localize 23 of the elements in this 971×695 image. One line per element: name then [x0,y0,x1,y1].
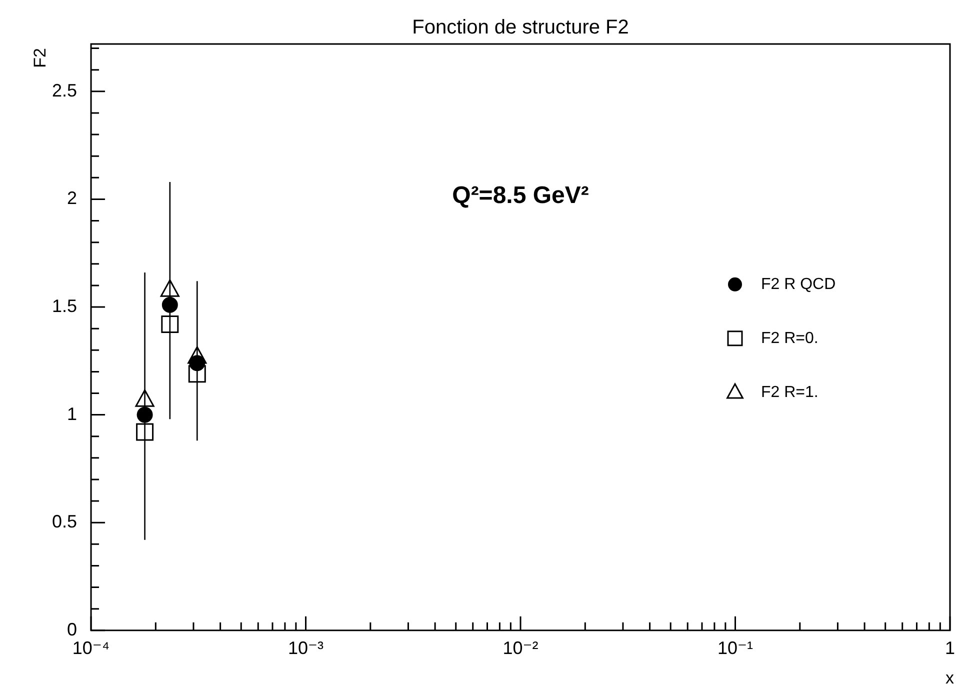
point [136,406,153,423]
y-tick-label: 1.5 [52,296,78,316]
y-axis-title: F2 [30,48,50,68]
x-tick-label: 1 [944,638,955,658]
x-tick-label: 10⁻⁴ [72,638,110,658]
x-tick-label: 10⁻¹ [717,638,754,658]
point [162,296,178,313]
point [188,365,206,383]
legend-label: F2 R QCD [760,276,836,293]
y-tick-label: 0.5 [52,512,78,532]
legend-label: F2 R=0. [760,330,818,347]
chart-title: Fonction de structure F2 [412,16,629,39]
point [161,316,179,334]
x-axis-title: x [945,668,954,688]
legend-label: F2 R=1. [760,384,818,401]
y-tick-label: 1 [67,404,78,424]
y-tick-label: 0 [67,619,78,640]
y-tick-label: 2.5 [52,80,78,100]
y-tick-label: 2 [67,188,78,208]
x-tick-label: 10⁻² [502,638,538,658]
x-tick-label: 10⁻³ [288,638,324,658]
annotation: Q²=8.5 GeV² [452,182,589,210]
point [136,423,154,441]
